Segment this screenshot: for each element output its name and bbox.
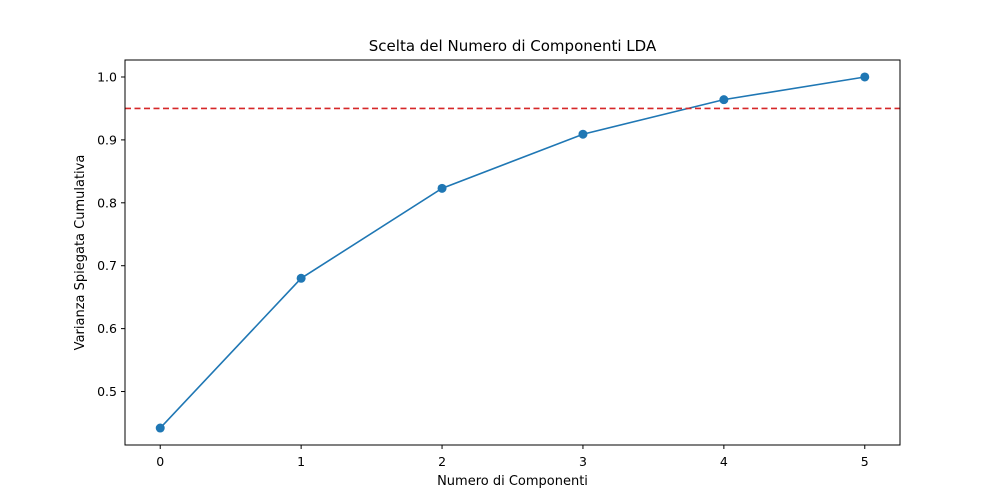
x-axis: 0 1 2 3 4 5 xyxy=(156,445,869,469)
x-tick-label: 4 xyxy=(720,454,728,469)
data-point xyxy=(578,129,588,139)
y-tick-label: 0.8 xyxy=(97,195,117,210)
y-tick-label: 0.5 xyxy=(97,384,117,399)
plot-area xyxy=(125,72,900,433)
chart-title: Scelta del Numero di Componenti LDA xyxy=(369,37,657,55)
y-tick-label: 0.7 xyxy=(97,258,117,273)
x-axis-label: Numero di Componenti xyxy=(437,474,588,489)
y-axis-label: Varianza Spiegata Cumulativa xyxy=(73,155,88,351)
y-axis: 0.5 0.6 0.7 0.8 0.9 1.0 xyxy=(97,69,125,399)
y-tick-label: 1.0 xyxy=(97,69,117,84)
x-tick-label: 1 xyxy=(297,454,305,469)
x-tick-label: 2 xyxy=(438,454,446,469)
x-tick-label: 0 xyxy=(156,454,164,469)
data-point xyxy=(296,273,306,283)
data-point xyxy=(860,72,870,82)
axes-frame xyxy=(124,59,901,446)
series-line xyxy=(159,76,865,429)
data-point xyxy=(155,423,165,433)
x-tick-label: 3 xyxy=(579,454,587,469)
y-tick-label: 0.6 xyxy=(97,321,117,336)
x-tick-label: 5 xyxy=(861,454,869,469)
data-point xyxy=(437,183,447,193)
y-tick-label: 0.9 xyxy=(97,132,117,147)
data-point xyxy=(719,95,729,105)
